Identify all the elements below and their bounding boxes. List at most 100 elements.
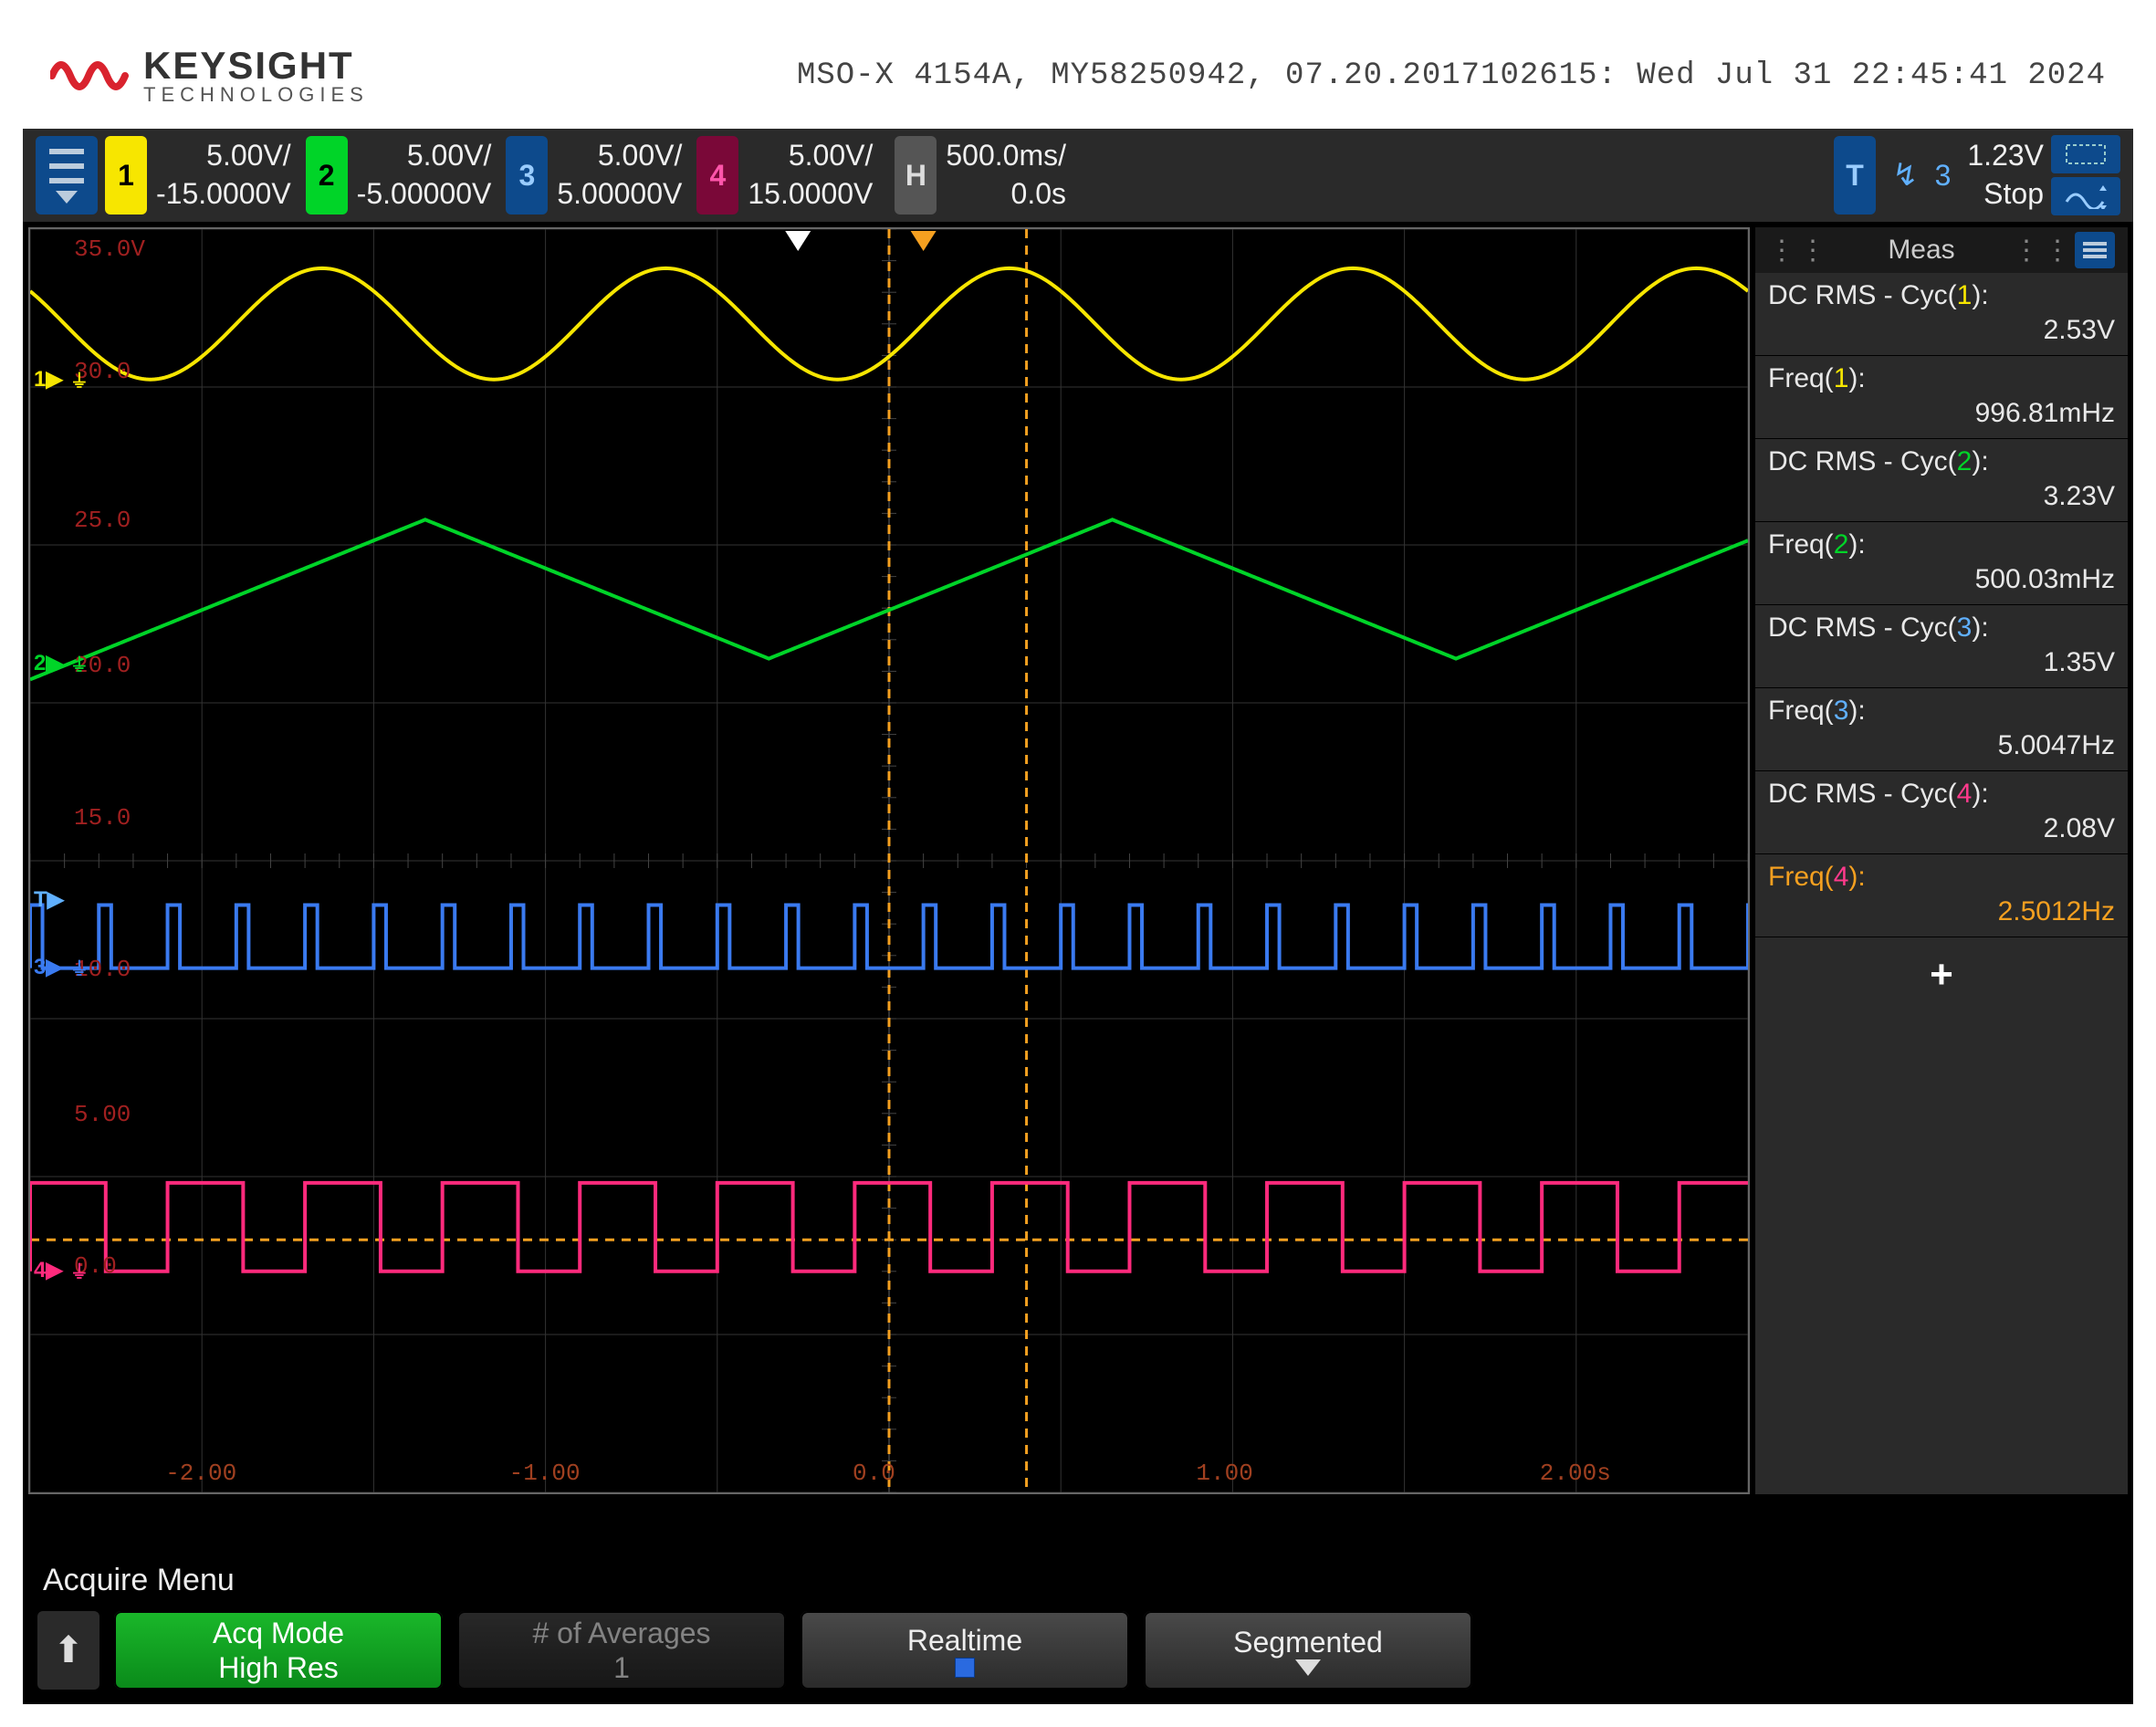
channel-4-badge: 4 [696,136,738,215]
measurement-value: 2.5012Hz [1768,896,2115,927]
device-info: MSO-X 4154A, MY58250942, 07.20.201710261… [797,58,2106,93]
measurement-item[interactable]: Freq(2): 500.03mHz [1755,522,2128,605]
x-tick-label: -1.00 [509,1460,581,1487]
timebase-scale: 500.0ms/ [946,137,1066,175]
trigger-level: 1.23V [1967,137,2044,175]
softkey-label: Acq Mode [213,1616,344,1650]
measurement-item[interactable]: DC RMS - Cyc(4): 2.08V [1755,771,2128,854]
measurements-menu-button[interactable] [2075,232,2115,268]
channel-2-scale: 5.00V/ [407,137,492,175]
softkey-button[interactable]: # of Averages1 [457,1611,786,1690]
timebase-badge: H [895,136,937,215]
chevron-down-icon [1295,1659,1321,1676]
measurement-value: 2.53V [1768,315,2115,346]
trigger-level-marker: T▶ [30,886,68,913]
channel-2-badge: 2 [306,136,348,215]
logo-brand: KEYSIGHT [143,47,369,85]
measurement-item[interactable]: Freq(4): 2.5012Hz [1755,854,2128,937]
trigger-mode: Stop [1983,175,2044,214]
measurement-item[interactable]: DC RMS - Cyc(1): 2.53V [1755,273,2128,356]
softkey-label: # of Averages [532,1616,710,1650]
checkbox-indicator-icon [955,1658,975,1678]
rising-edge-icon: ↯ [1892,157,1919,194]
drag-dots-icon: ⋮⋮ [1768,235,1830,267]
y-tick-label: 15.0 [74,804,131,832]
measurement-label: Freq(2): [1768,529,2115,560]
channel-1-block[interactable]: 1 5.00V/ -15.0000V [105,136,306,215]
trigger-badge: T [1834,136,1876,215]
waveforms [30,229,1748,1492]
softkey-value: 1 [613,1650,630,1685]
timebase-delay: 0.0s [1011,175,1066,214]
channel-4-offset: 15.0000V [748,175,873,214]
logo-sub: TECHNOLOGIES [143,85,369,105]
channel-3-badge: 3 [506,136,548,215]
measurement-item[interactable]: DC RMS - Cyc(3): 1.35V [1755,605,2128,688]
channel-2-offset: -5.00000V [357,175,492,214]
x-tick-label: 2.00s [1540,1460,1611,1487]
channel-3-scale: 5.00V/ [598,137,683,175]
channel-1-badge: 1 [105,136,147,215]
measurement-label: Freq(4): [1768,862,2115,893]
measurements-title: Meas [1830,235,2013,266]
add-measurement-button[interactable]: + [1755,937,2128,1012]
channel-2-ground-marker: 2▶⏚ [30,650,92,676]
measurements-panel: ⋮⋮ Meas ⋮⋮ DC RMS - Cyc(1): 2.53VFreq(1)… [1755,227,2128,1494]
main-menu-button[interactable] [36,136,98,215]
measurement-value: 500.03mHz [1768,564,2115,595]
x-tick-label: -2.00 [165,1460,236,1487]
softkey-button[interactable]: Segmented [1144,1611,1472,1690]
logo-wave-icon [50,48,132,103]
measurement-label: DC RMS - Cyc(3): [1768,612,2115,644]
y-tick-label: 25.0 [74,507,131,534]
channel-1-ground-marker: 1▶⏚ [30,366,92,392]
softkey-button[interactable]: Acq ModeHigh Res [114,1611,443,1690]
measurement-value: 2.08V [1768,813,2115,844]
measurement-label: DC RMS - Cyc(4): [1768,779,2115,810]
x-tick-label: 1.00 [1196,1460,1252,1487]
measurements-header[interactable]: ⋮⋮ Meas ⋮⋮ [1755,227,2128,273]
timebase-block[interactable]: H 500.0ms/ 0.0s [895,136,1081,215]
measurement-value: 1.35V [1768,647,2115,678]
softkey-value [1295,1659,1321,1676]
softkey-label: Realtime [907,1623,1022,1658]
drag-dots-icon: ⋮⋮ [2013,235,2075,267]
channel-3-ground-marker: 3▶⏚ [30,954,92,980]
channel-1-offset: -15.0000V [156,175,291,214]
toolbar: 1 5.00V/ -15.0000V2 5.00V/ -5.00000V3 5.… [23,129,2133,222]
keysight-logo: KEYSIGHT TECHNOLOGIES [50,47,369,105]
measurement-item[interactable]: DC RMS - Cyc(2): 3.23V [1755,439,2128,522]
measurement-label: DC RMS - Cyc(1): [1768,280,2115,311]
measurement-item[interactable]: Freq(1): 996.81mHz [1755,356,2128,439]
measurement-value: 996.81mHz [1768,398,2115,429]
channel-3-offset: 5.00000V [557,175,682,214]
chevron-down-icon [56,191,78,204]
header-bar: KEYSIGHT TECHNOLOGIES MSO-X 4154A, MY582… [23,23,2133,129]
x-tick-label: 0.0 [853,1460,895,1487]
autoscale-button[interactable] [2051,177,2120,215]
softkey-value [955,1658,975,1678]
footer: Acquire Menu ⬆ Acq ModeHigh Res# of Aver… [23,1557,2133,1704]
trigger-block[interactable]: T ↯ 3 1.23V Stop [1834,136,2044,215]
measurement-item[interactable]: Freq(3): 5.0047Hz [1755,688,2128,771]
measurement-value: 5.0047Hz [1768,730,2115,761]
channel-2-block[interactable]: 2 5.00V/ -5.00000V [306,136,507,215]
channel-3-block[interactable]: 3 5.00V/ 5.00000V [506,136,696,215]
waveform-display[interactable]: 35.0V30.025.020.015.010.05.000.0-2.00-1.… [28,227,1750,1494]
y-tick-label: 5.00 [74,1101,131,1128]
channel-4-scale: 5.00V/ [789,137,874,175]
back-button[interactable]: ⬆ [37,1611,99,1690]
measurement-value: 3.23V [1768,481,2115,512]
measurement-label: Freq(3): [1768,696,2115,727]
measurement-label: DC RMS - Cyc(2): [1768,446,2115,477]
softkey-value: High Res [218,1650,339,1685]
trigger-source: 3 [1935,159,1952,193]
channel-4-ground-marker: 4▶⏚ [30,1257,92,1283]
softkey-button[interactable]: Realtime [801,1611,1129,1690]
y-tick-label: 35.0V [74,236,145,263]
menu-title: Acquire Menu [23,1557,2133,1604]
channel-4-block[interactable]: 4 5.00V/ 15.0000V [696,136,887,215]
measurement-label: Freq(1): [1768,363,2115,394]
zoom-select-button[interactable] [2051,135,2120,173]
softkey-label: Segmented [1233,1625,1383,1659]
